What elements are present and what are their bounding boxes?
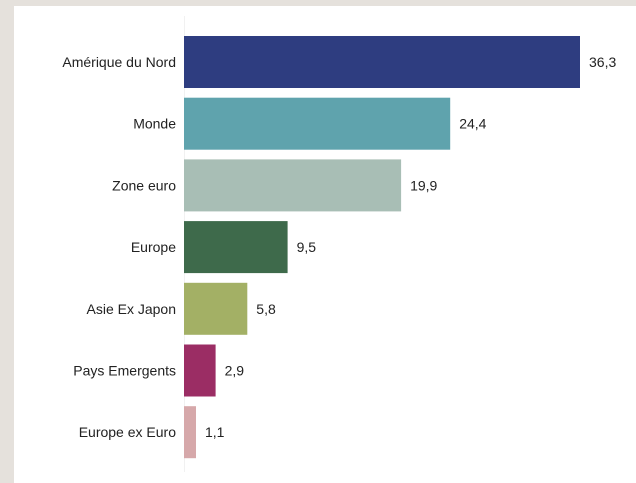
value-label: 24,4 — [459, 116, 486, 132]
bar-2 — [184, 97, 451, 150]
value-labels-group: 36,3 24,4 19,9 9,5 5,8 2,9 1,1 — [205, 54, 616, 440]
bars-group — [184, 36, 580, 459]
category-label: Amérique du Nord — [62, 54, 176, 70]
value-label: 2,9 — [225, 363, 245, 379]
bar-6 — [184, 344, 216, 397]
category-label: Pays Emergents — [73, 363, 176, 379]
bar-5 — [184, 282, 248, 335]
category-labels-group: Amérique du Nord Monde Zone euro Europe Asie… — [62, 54, 176, 440]
bar-7 — [184, 406, 196, 459]
value-label: 36,3 — [589, 54, 616, 70]
value-label: 19,9 — [410, 177, 437, 193]
value-label: 9,5 — [297, 239, 317, 255]
category-label: Asie Ex Japon — [87, 301, 177, 317]
value-label: 1,1 — [205, 424, 225, 440]
category-label: Europe — [131, 239, 176, 255]
category-label: Europe ex Euro — [79, 424, 176, 440]
bar-3 — [184, 159, 402, 212]
category-label: Zone euro — [112, 177, 176, 193]
value-label: 5,8 — [256, 301, 276, 317]
bar-4 — [184, 221, 288, 274]
category-label: Monde — [133, 116, 176, 132]
bar-1 — [184, 36, 580, 88]
